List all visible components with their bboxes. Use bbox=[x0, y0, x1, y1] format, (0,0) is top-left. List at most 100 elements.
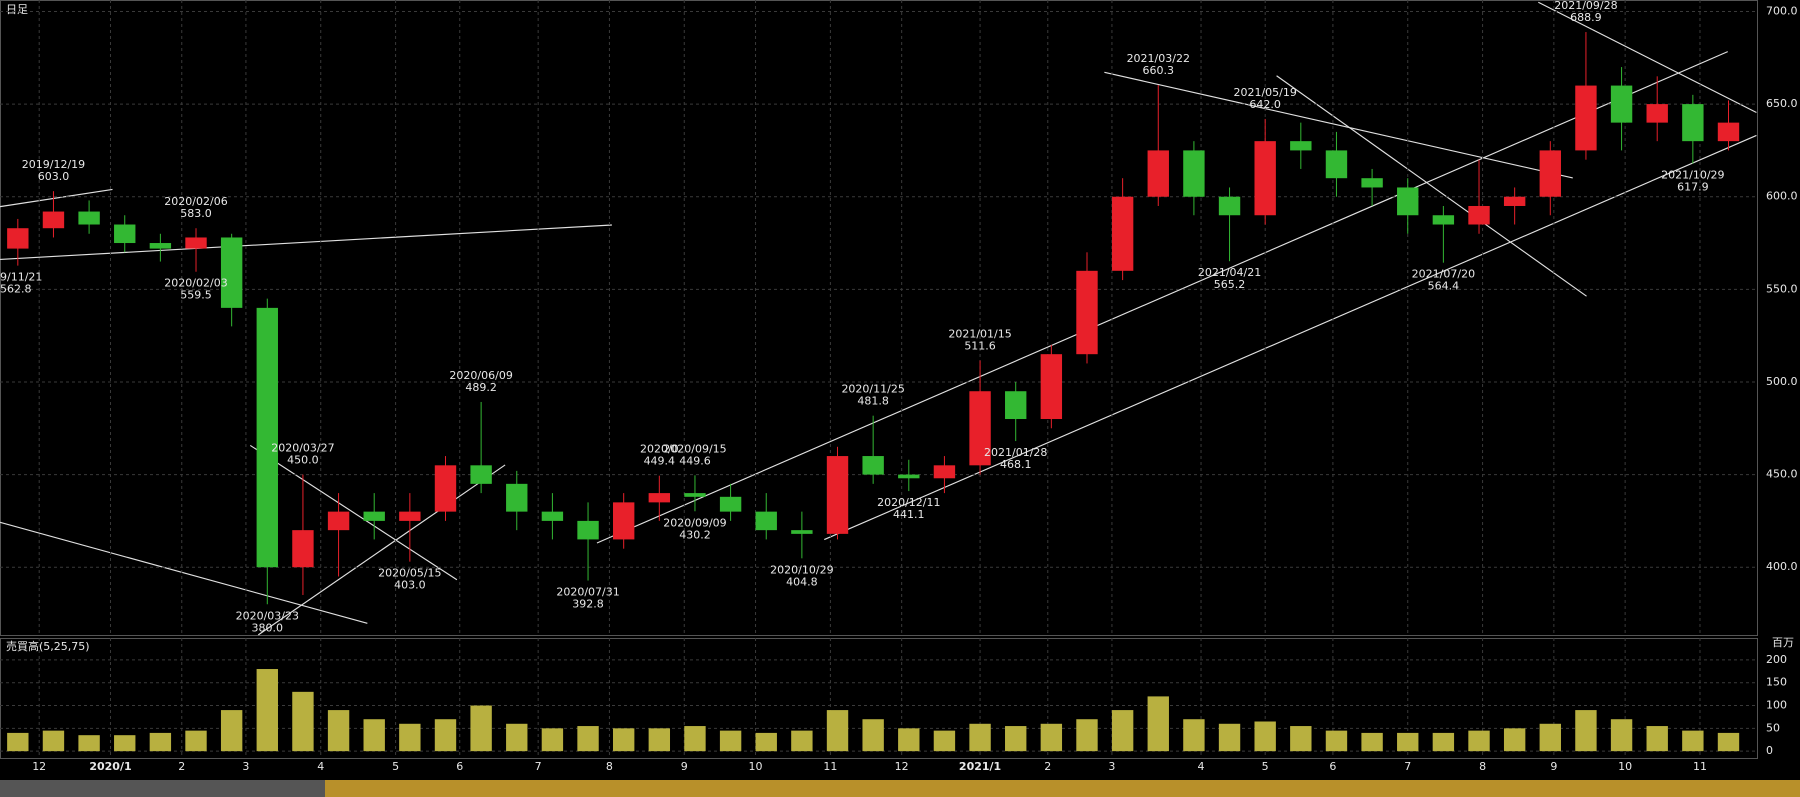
scrollbar-thumb[interactable] bbox=[325, 780, 1800, 797]
candle-body bbox=[648, 493, 671, 503]
volume-bar bbox=[862, 719, 884, 752]
price-panel-frame bbox=[0, 0, 1758, 636]
volume-bar bbox=[826, 710, 849, 752]
candle-body bbox=[755, 511, 777, 531]
annotation-value: 642.0 bbox=[1249, 98, 1281, 111]
volume-bar bbox=[1397, 732, 1419, 752]
annotation-date: 2021/05/19 bbox=[1233, 86, 1296, 99]
candle-body bbox=[1218, 196, 1241, 216]
candle-body bbox=[684, 493, 706, 497]
volume-bar bbox=[755, 732, 777, 752]
volume-bar bbox=[1717, 732, 1740, 752]
volume-bar bbox=[1539, 723, 1561, 752]
volume-bar bbox=[969, 723, 991, 752]
volume-bar bbox=[149, 732, 172, 752]
volume-bar bbox=[256, 669, 278, 752]
annotation-value: 468.1 bbox=[1000, 458, 1032, 471]
volume-bar bbox=[363, 719, 385, 752]
x-tick-label: 4 bbox=[1198, 760, 1205, 773]
candle-body bbox=[220, 237, 243, 308]
candle-body bbox=[1040, 354, 1063, 420]
volume-bar bbox=[1503, 728, 1526, 752]
trend-line bbox=[1276, 75, 1587, 297]
candle-body bbox=[470, 465, 492, 484]
annotation-date: 2020/02/03 bbox=[164, 277, 227, 290]
volume-bar bbox=[719, 730, 742, 752]
x-tick-label: 6 bbox=[456, 760, 463, 773]
annotation-value: 481.8 bbox=[857, 395, 889, 408]
candle-body bbox=[1397, 187, 1419, 216]
candle-body bbox=[1147, 150, 1169, 197]
candle-body bbox=[1111, 196, 1134, 271]
trend-line bbox=[257, 464, 506, 636]
annotation-date: 2020/02/06 bbox=[164, 195, 227, 208]
volume-bar bbox=[898, 728, 920, 752]
annotation-date: 2020/03/27 bbox=[271, 442, 334, 455]
volume-bar bbox=[1575, 710, 1597, 752]
x-tick-label: 3 bbox=[242, 760, 249, 773]
annotation-value: 583.0 bbox=[180, 207, 212, 220]
volume-bar bbox=[1325, 730, 1348, 752]
x-tick-label: 11 bbox=[823, 760, 837, 773]
x-tick-label: 11 bbox=[1693, 760, 1707, 773]
volume-bar bbox=[185, 730, 207, 752]
volume-bar bbox=[470, 705, 492, 752]
y-tick-label: 600.0 bbox=[1766, 190, 1798, 203]
trend-line bbox=[0, 188, 113, 208]
volume-bar bbox=[1432, 732, 1455, 752]
annotation-value: 603.0 bbox=[38, 170, 70, 183]
annotation-value: 404.8 bbox=[786, 575, 818, 588]
annotation-date: 2021/03/22 bbox=[1127, 52, 1190, 65]
candle-body bbox=[363, 511, 385, 521]
volume-bar bbox=[1682, 730, 1704, 752]
x-tick-label: 12 bbox=[895, 760, 909, 773]
candle-body bbox=[1361, 178, 1383, 188]
trend-line bbox=[0, 521, 368, 624]
y-tick-label: 200 bbox=[1766, 653, 1787, 666]
x-tick-label: 5 bbox=[392, 760, 399, 773]
candle-body bbox=[256, 307, 278, 568]
candle-body bbox=[1575, 85, 1597, 151]
candle-body bbox=[826, 456, 849, 534]
x-tick-label: 9 bbox=[1550, 760, 1557, 773]
candle-body bbox=[506, 483, 528, 512]
volume-bar bbox=[42, 730, 65, 752]
annotation-date: 9/11/21 bbox=[0, 271, 42, 284]
candle-body bbox=[969, 391, 991, 466]
volume-bar bbox=[648, 728, 671, 752]
volume-bar bbox=[1076, 719, 1098, 752]
annotation-date: 2021/07/20 bbox=[1412, 268, 1475, 281]
annotation-value: 449.4 bbox=[644, 455, 676, 468]
candle-body bbox=[1646, 104, 1668, 123]
annotation-value: 489.2 bbox=[465, 381, 497, 394]
y-tick-label: 500.0 bbox=[1766, 375, 1798, 388]
x-tick-label: 3 bbox=[1108, 760, 1115, 773]
volume-bar bbox=[1254, 721, 1276, 752]
annotation-value: 450.0 bbox=[287, 454, 319, 467]
annotation-date: 2020/03/23 bbox=[236, 609, 299, 622]
candle-body bbox=[327, 511, 350, 531]
x-tick-label: 7 bbox=[1404, 760, 1411, 773]
annotation-date: 2020/12/11 bbox=[877, 496, 940, 509]
volume-bar bbox=[1111, 710, 1134, 752]
volume-panel-label: 売買高(5,25,75) bbox=[6, 639, 90, 653]
annotation-value: 617.9 bbox=[1677, 181, 1709, 194]
candle-body bbox=[612, 502, 635, 540]
volume-bar bbox=[684, 726, 706, 752]
candle-body bbox=[149, 243, 172, 249]
candle-body bbox=[1610, 85, 1633, 123]
volume-bar bbox=[1147, 696, 1169, 752]
candle-body bbox=[791, 530, 813, 534]
annotation-value: 564.4 bbox=[1428, 280, 1460, 293]
candle-body bbox=[292, 530, 314, 568]
y-tick-label: 550.0 bbox=[1766, 282, 1798, 295]
candle-body bbox=[434, 465, 457, 512]
volume-bar bbox=[1040, 723, 1063, 752]
volume-bar bbox=[7, 732, 29, 752]
scrollbar-track[interactable] bbox=[0, 780, 325, 797]
annotation-date: 2021/09/28 bbox=[1554, 0, 1617, 12]
volume-bar bbox=[399, 723, 421, 752]
x-tick-label: 10 bbox=[749, 760, 763, 773]
annotation-value: 392.8 bbox=[572, 598, 604, 611]
